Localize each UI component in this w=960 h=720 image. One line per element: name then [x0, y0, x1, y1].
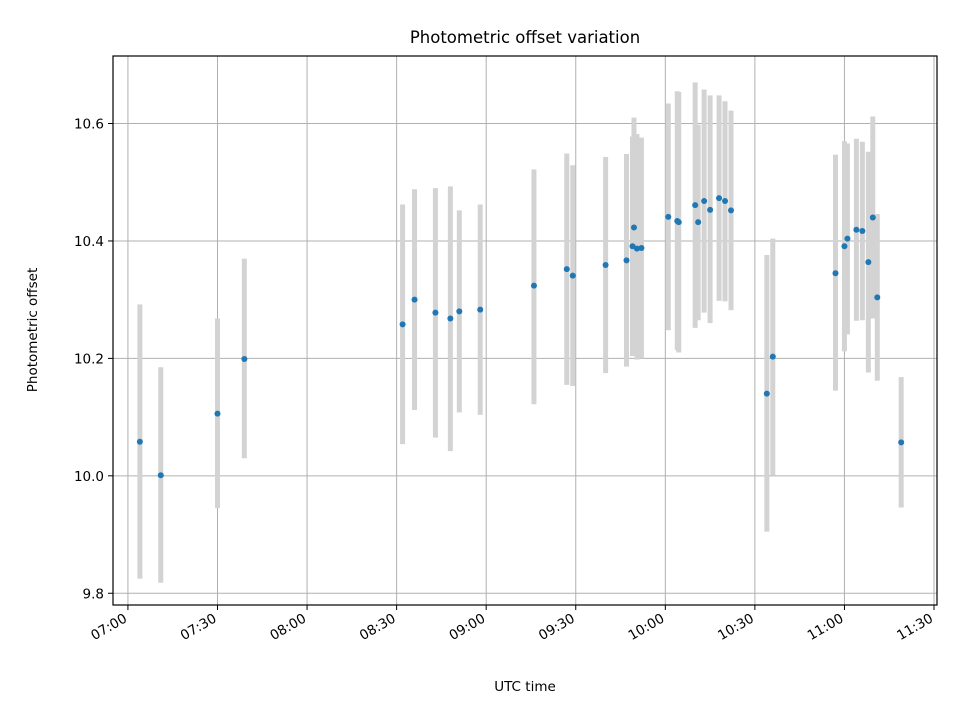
data-point — [602, 262, 609, 269]
data-point — [763, 390, 770, 397]
data-point — [623, 257, 630, 264]
data-point — [638, 245, 645, 252]
data-point — [447, 315, 454, 322]
data-point — [530, 282, 537, 289]
data-point — [695, 219, 702, 226]
data-point — [214, 410, 221, 417]
data-point — [701, 198, 708, 205]
y-tick-label: 10.6 — [74, 117, 104, 133]
y-axis-ticks: 9.8 10.0 10.2 10.4 10.6 — [74, 117, 113, 602]
data-point — [563, 266, 570, 273]
data-point — [629, 243, 636, 250]
data-point — [869, 214, 876, 221]
data-point — [692, 202, 699, 209]
data-point — [853, 226, 860, 233]
data-point — [874, 294, 881, 301]
data-point — [136, 438, 143, 445]
data-point — [707, 206, 714, 213]
data-point — [865, 259, 872, 266]
data-point — [898, 439, 905, 446]
data-point — [728, 207, 734, 214]
y-tick-label: 9.8 — [83, 586, 104, 602]
y-tick-label: 10.0 — [74, 469, 104, 485]
y-axis-label: Photometric offset — [25, 268, 41, 392]
data-point — [399, 321, 406, 328]
data-point — [633, 245, 640, 252]
data-points — [136, 195, 905, 479]
data-point — [675, 219, 682, 226]
plot-frame — [112, 55, 938, 606]
data-point — [716, 195, 723, 202]
data-point — [844, 235, 851, 242]
data-point — [722, 198, 729, 205]
data-point — [665, 213, 672, 220]
data-point — [769, 353, 776, 360]
data-point — [157, 472, 164, 479]
data-point — [859, 227, 866, 234]
data-point — [411, 296, 418, 303]
data-point — [569, 272, 576, 279]
data-point — [456, 308, 463, 315]
data-point — [477, 306, 484, 313]
data-point — [630, 224, 637, 231]
x-axis-label: UTC time — [494, 679, 556, 695]
data-point — [832, 270, 839, 277]
y-tick-label: 10.2 — [74, 351, 104, 367]
data-point — [841, 243, 848, 250]
y-tick-label: 10.4 — [74, 234, 104, 250]
data-point — [432, 309, 439, 316]
data-point — [241, 355, 248, 362]
chart-title: Photometric offset variation — [410, 28, 640, 47]
